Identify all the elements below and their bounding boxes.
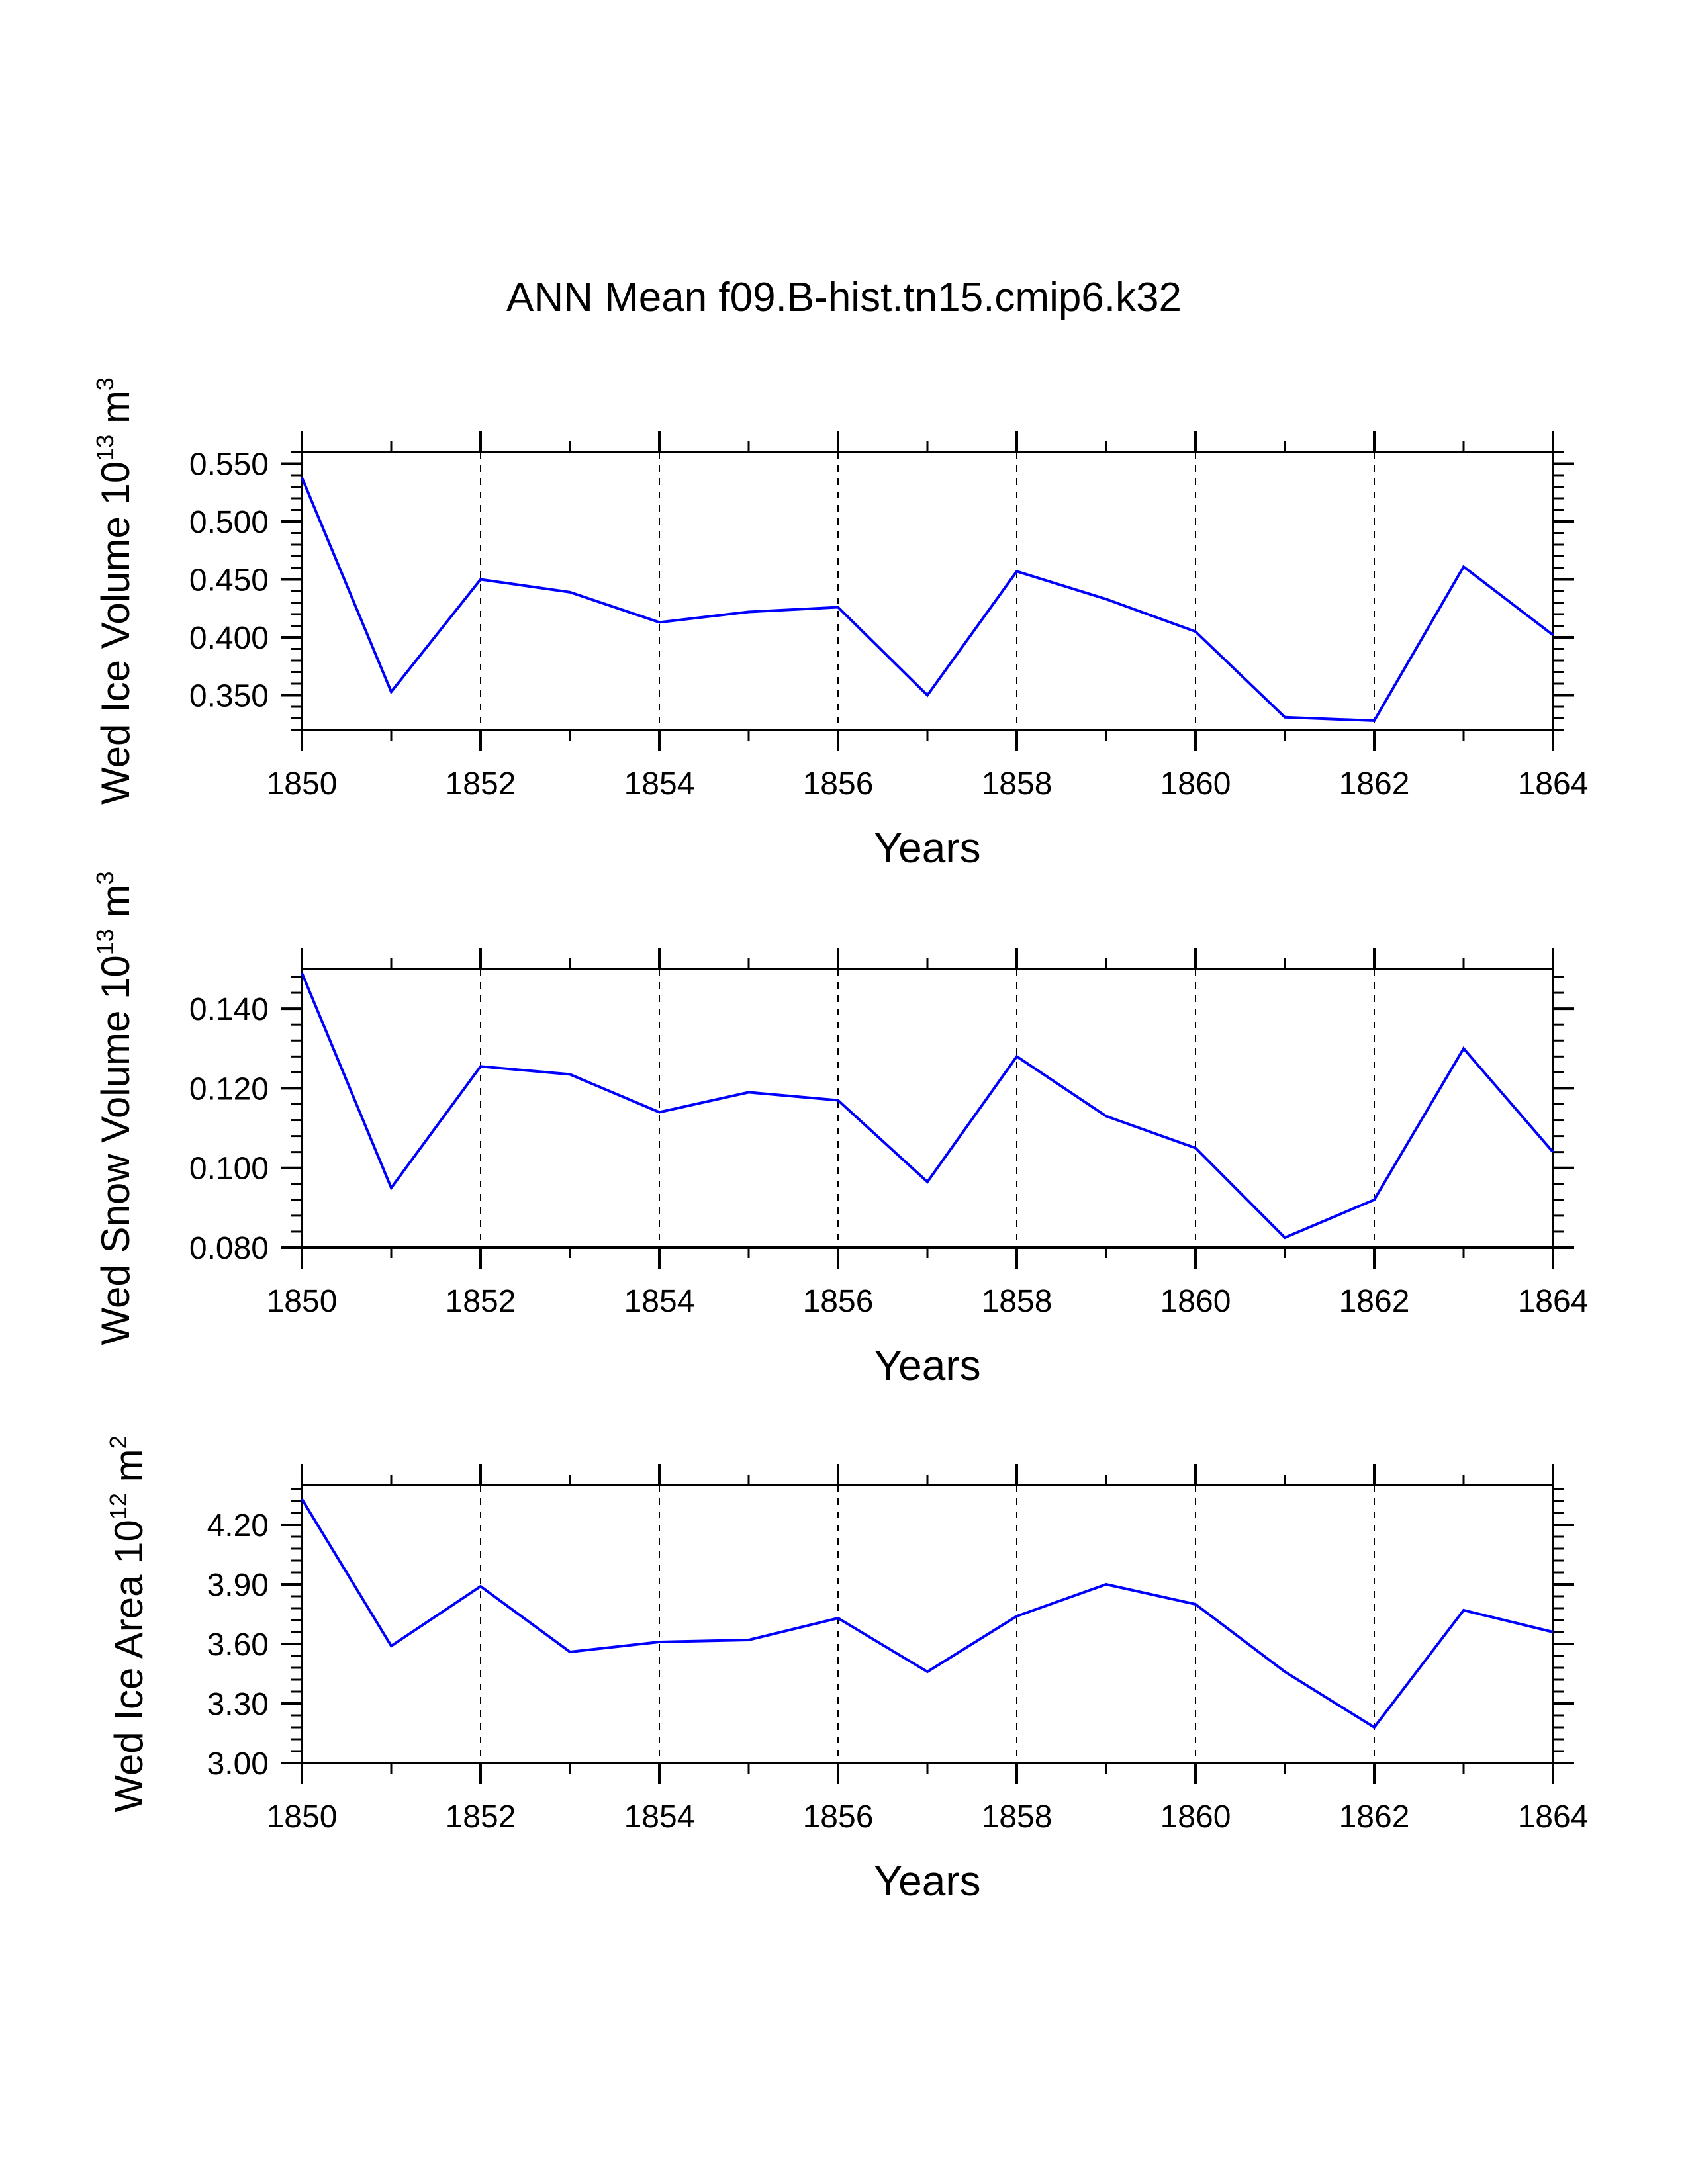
y-axis-label-superscript: 13 — [91, 435, 118, 461]
x-tick-label: 1854 — [624, 1799, 695, 1835]
y-axis-label-superscript: 3 — [91, 872, 118, 885]
x-tick-label: 1864 — [1518, 1284, 1589, 1319]
plot-frame — [301, 968, 1554, 1249]
y-axis-label-part: m — [93, 885, 138, 929]
plot-frame — [301, 1484, 1554, 1764]
x-tick-label: 1862 — [1339, 1799, 1410, 1835]
x-tick-label: 1858 — [982, 1799, 1053, 1835]
x-tick-label: 1852 — [445, 766, 516, 801]
y-axis-label-superscript: 3 — [91, 377, 118, 390]
y-tick-label: 3.30 — [207, 1687, 269, 1722]
x-tick-label: 1856 — [803, 766, 874, 801]
plot-frame — [301, 451, 1554, 731]
x-tick-label: 1864 — [1518, 766, 1589, 801]
data-line — [301, 1498, 1554, 1729]
y-tick-label: 0.080 — [189, 1231, 269, 1266]
y-axis-label-part: Wed Snow Volume 10 — [93, 955, 138, 1345]
x-axis-label: Years — [874, 824, 980, 872]
y-axis-label: Wed Ice Area 1012 m2 — [105, 1435, 151, 1812]
x-tick-label: 1850 — [267, 766, 338, 801]
y-axis-label-part: Wed Ice Volume 10 — [93, 461, 138, 805]
data-line — [301, 477, 1554, 723]
x-tick-label: 1856 — [803, 1799, 874, 1835]
panels: 0.350 0.400 0.450 0.500 0.550 1850 1852 1854 185… — [91, 377, 1588, 1905]
x-tick-label: 1860 — [1160, 1284, 1231, 1319]
x-axis-label: Years — [874, 1342, 980, 1389]
y-axis-label-part: m — [107, 1449, 151, 1493]
chart-panel-1: 0.350 0.400 0.450 0.500 0.550 1850 1852 1854 185… — [91, 377, 1588, 872]
y-tick-label: 0.500 — [189, 505, 269, 540]
x-tick-label: 1852 — [445, 1799, 516, 1835]
y-tick-label: 3.60 — [207, 1627, 269, 1662]
y-tick-label: 0.100 — [189, 1152, 269, 1187]
x-tick-label: 1860 — [1160, 766, 1231, 801]
x-tick-label: 1860 — [1160, 1799, 1231, 1835]
y-axis-label-superscript: 12 — [105, 1493, 132, 1520]
x-tick-label: 1850 — [267, 1284, 338, 1319]
x-tick-label: 1856 — [803, 1284, 874, 1319]
y-axis-label-part: Wed Ice Area 10 — [107, 1520, 151, 1813]
y-tick-label: 0.450 — [189, 563, 269, 598]
x-tick-label: 1862 — [1339, 766, 1410, 801]
page-title: ANN Mean f09.B-hist.tn15.cmip6.k32 — [506, 275, 1182, 320]
x-tick-label: 1854 — [624, 1284, 695, 1319]
y-tick-label: 3.90 — [207, 1568, 269, 1603]
x-tick-label: 1864 — [1518, 1799, 1589, 1835]
y-axis-label-part: m — [93, 390, 138, 435]
y-tick-label: 3.00 — [207, 1747, 269, 1782]
x-tick-label: 1858 — [982, 766, 1053, 801]
y-tick-label: 0.550 — [189, 447, 269, 482]
y-axis-label-superscript: 13 — [91, 929, 118, 955]
y-tick-label: 0.120 — [189, 1071, 269, 1107]
x-tick-label: 1850 — [267, 1799, 338, 1835]
y-axis-label: Wed Snow Volume 1013 m3 — [91, 872, 138, 1345]
y-tick-label: 0.400 — [189, 621, 269, 656]
x-tick-label: 1862 — [1339, 1284, 1410, 1319]
x-tick-label: 1852 — [445, 1284, 516, 1319]
chart-panel-2: 0.080 0.100 0.120 0.140 1850 1852 1854 1856 1858… — [91, 872, 1588, 1389]
y-axis-label: Wed Ice Volume 1013 m3 — [91, 377, 138, 805]
data-line — [301, 972, 1554, 1240]
y-tick-label: 0.140 — [189, 992, 269, 1027]
chart-panel-3: 3.00 3.30 3.60 3.90 4.20 1850 1852 1854 1856 1858… — [105, 1435, 1588, 1905]
x-tick-label: 1854 — [624, 766, 695, 801]
y-tick-label: 0.350 — [189, 679, 269, 714]
x-axis-label: Years — [874, 1857, 980, 1905]
y-tick-label: 4.20 — [207, 1508, 269, 1543]
x-tick-label: 1858 — [982, 1284, 1053, 1319]
y-axis-label-superscript: 2 — [105, 1435, 132, 1449]
